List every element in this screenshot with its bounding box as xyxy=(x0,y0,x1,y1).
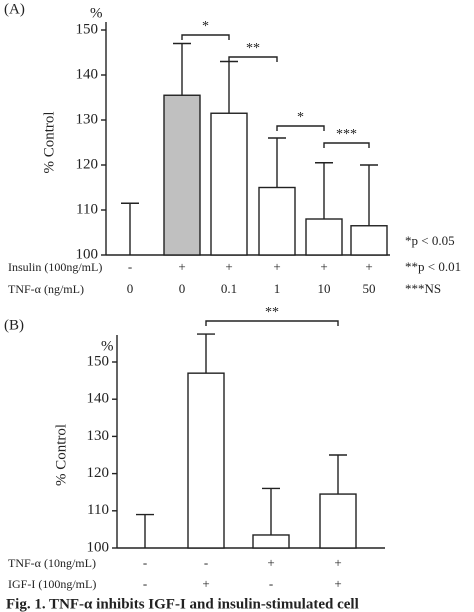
significance-bracket xyxy=(181,34,230,40)
error-bar xyxy=(262,487,280,535)
y-tick-label: 100 xyxy=(76,246,99,262)
bar xyxy=(163,94,201,256)
bar xyxy=(252,534,290,549)
y-tick-label: 110 xyxy=(87,502,109,518)
condition-value: + xyxy=(202,576,209,591)
error-bar xyxy=(220,60,238,114)
bar xyxy=(258,186,296,256)
error-bar xyxy=(268,137,286,188)
condition-value: 10 xyxy=(318,281,331,296)
y-tick-label: 140 xyxy=(87,391,110,407)
y-tick-label: 120 xyxy=(76,156,99,172)
significance-note: *p < 0.05 xyxy=(405,233,455,248)
y-tick-label: 150 xyxy=(76,21,99,37)
y-tick-label: 110 xyxy=(76,201,98,217)
condition-value: + xyxy=(273,259,280,274)
condition-value: + xyxy=(365,259,372,274)
error-bar xyxy=(173,42,191,96)
condition-value: - xyxy=(128,259,132,274)
significance-label: * xyxy=(202,19,209,34)
significance-bracket xyxy=(205,320,339,326)
significance-bracket xyxy=(228,56,278,62)
bar xyxy=(210,112,248,256)
axis-unit: % xyxy=(90,5,103,21)
condition-value: 50 xyxy=(363,281,376,296)
y-tick-label: 130 xyxy=(76,111,99,127)
condition-label: Insulin (100ng/mL) xyxy=(8,260,102,274)
condition-value: 0 xyxy=(179,281,186,296)
condition-value: + xyxy=(267,555,274,570)
condition-value: + xyxy=(320,259,327,274)
bar xyxy=(350,225,388,256)
condition-value: 0.1 xyxy=(221,281,237,296)
significance-label: *** xyxy=(336,127,357,142)
panel-title: (B) xyxy=(4,317,24,333)
condition-label: TNF-α (ng/mL) xyxy=(8,282,84,296)
error-bar xyxy=(360,164,378,226)
y-tick-label: 140 xyxy=(76,66,99,82)
y-axis-label: % Control xyxy=(41,111,57,173)
panel-title: (A) xyxy=(4,1,25,17)
condition-value: + xyxy=(225,259,232,274)
error-bar xyxy=(315,162,333,219)
condition-value: - xyxy=(204,555,208,570)
bar xyxy=(319,493,357,549)
error-bar xyxy=(136,513,154,548)
condition-value: - xyxy=(143,576,147,591)
error-bar xyxy=(197,333,215,374)
bar xyxy=(305,218,343,256)
condition-label: TNF-α (10ng/mL) xyxy=(8,556,96,570)
significance-label: * xyxy=(297,110,304,125)
condition-value: - xyxy=(143,555,147,570)
condition-value: - xyxy=(269,576,273,591)
y-tick-label: 150 xyxy=(87,353,110,369)
axis-unit: % xyxy=(101,338,114,354)
caption: Fig. 1. TNF-α inhibits IGF-I and insulin… xyxy=(6,596,359,612)
y-axis-label: % Control xyxy=(53,424,69,486)
y-tick-label: 130 xyxy=(87,428,110,444)
error-bar xyxy=(121,202,139,255)
y-tick-label: 120 xyxy=(87,465,110,481)
significance-note: ***NS xyxy=(405,281,441,296)
condition-value: 0 xyxy=(127,281,134,296)
condition-value: + xyxy=(334,576,341,591)
significance-label: ** xyxy=(265,305,279,320)
significance-bracket xyxy=(276,125,325,131)
significance-bracket xyxy=(323,142,370,148)
condition-label: IGF-I (100ng/mL) xyxy=(8,577,96,591)
error-bar xyxy=(329,454,347,495)
significance-label: ** xyxy=(246,41,260,56)
significance-note: **p < 0.01 xyxy=(405,259,461,274)
bar xyxy=(187,372,225,549)
y-tick-label: 100 xyxy=(87,539,110,555)
condition-value: + xyxy=(334,555,341,570)
condition-value: 1 xyxy=(274,281,281,296)
condition-value: + xyxy=(178,259,185,274)
